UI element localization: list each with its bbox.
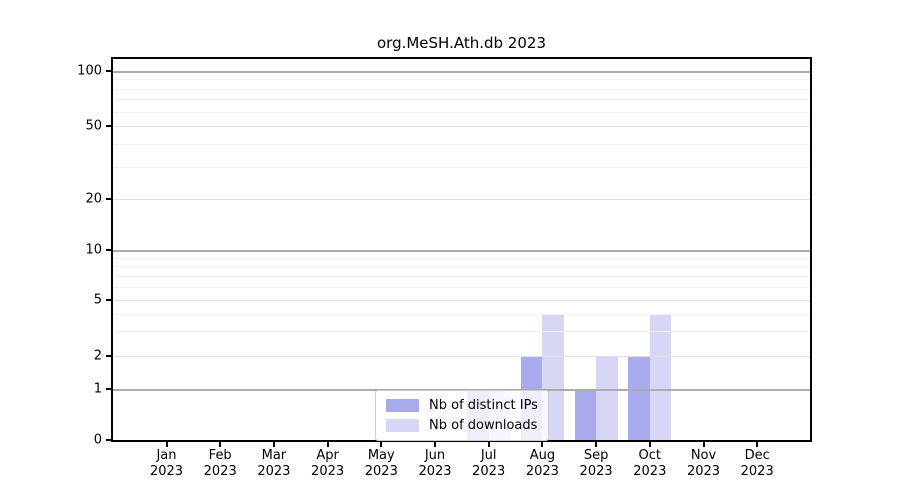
y-tick-0 bbox=[106, 439, 113, 441]
x-tick-oct bbox=[648, 440, 651, 447]
x-tick-label-dec: Dec 2023 bbox=[740, 448, 774, 479]
gridline-3 bbox=[113, 331, 810, 333]
gridline-50 bbox=[113, 126, 810, 128]
y-tick-label-2: 2 bbox=[93, 348, 102, 364]
x-tick-label-may: May 2023 bbox=[364, 448, 398, 479]
x-tick-dec bbox=[756, 440, 759, 447]
x-tick-label-aug: Aug 2023 bbox=[525, 448, 559, 479]
x-tick-jun bbox=[434, 440, 436, 447]
x-tick-jul bbox=[487, 440, 490, 447]
bar-downloads-oct bbox=[649, 313, 672, 440]
x-tick-sep bbox=[595, 440, 598, 447]
gridline-10 bbox=[113, 250, 810, 252]
legend-item-downloads: Nb of downloads bbox=[386, 418, 538, 433]
gridline-9 bbox=[113, 257, 810, 259]
y-tick-label-50: 50 bbox=[85, 118, 102, 134]
x-tick-may bbox=[380, 440, 383, 447]
y-tick-label-100: 100 bbox=[77, 63, 102, 79]
y-tick-2 bbox=[106, 355, 113, 357]
gridline-100 bbox=[113, 71, 810, 73]
y-tick-label-5: 5 bbox=[93, 292, 102, 308]
y-tick-label-0: 0 bbox=[93, 432, 102, 448]
x-tick-label-nov: Nov 2023 bbox=[686, 448, 721, 479]
legend-label-downloads: Nb of downloads bbox=[429, 418, 538, 433]
x-tick-nov bbox=[702, 440, 705, 447]
x-tick-aug bbox=[541, 440, 544, 447]
x-tick-apr bbox=[326, 440, 329, 447]
bars-layer bbox=[113, 59, 810, 440]
y-tick-10 bbox=[106, 249, 113, 251]
x-tick-jan bbox=[165, 440, 168, 447]
gridline-1 bbox=[113, 389, 810, 391]
plot-area: 0 1 2 5 10 20 50 100 Jan 2023 Feb 2023 Mar 2023 Apr 202… bbox=[77, 57, 812, 480]
gridline-6 bbox=[113, 286, 810, 288]
gridline-70 bbox=[113, 99, 810, 101]
legend-label-distinct-ips: Nb of distinct IPs bbox=[429, 398, 538, 413]
gridline-20 bbox=[113, 199, 810, 201]
x-tick-label-feb: Feb 2023 bbox=[203, 448, 237, 479]
gridline-5 bbox=[113, 300, 810, 302]
y-tick-label-1: 1 bbox=[93, 381, 102, 397]
x-tick-label-jan: Jan 2023 bbox=[149, 448, 184, 479]
bar-distinct-ips-sep bbox=[574, 389, 597, 440]
x-tick-label-mar: Mar 2023 bbox=[257, 448, 291, 479]
x-tick-label-sep: Sep 2023 bbox=[579, 448, 613, 479]
gridline-2 bbox=[113, 356, 810, 358]
y-tick-label-10: 10 bbox=[85, 242, 102, 258]
x-tick-mar bbox=[272, 440, 275, 447]
chart-title: org.MeSH.Ath.db 2023 bbox=[377, 34, 546, 52]
gridline-90 bbox=[113, 79, 810, 81]
x-tick-label-apr: Apr 2023 bbox=[311, 448, 345, 479]
gridline-8 bbox=[113, 266, 810, 268]
legend: Nb of distinct IPs Nb of downloads bbox=[375, 390, 549, 441]
gridline-30 bbox=[113, 166, 810, 168]
gridline-40 bbox=[113, 143, 810, 145]
y-tick-50 bbox=[106, 125, 113, 127]
y-tick-100 bbox=[106, 70, 113, 72]
x-tick-label-jul: Jul 2023 bbox=[472, 448, 506, 479]
legend-item-distinct-ips: Nb of distinct IPs bbox=[386, 398, 538, 413]
gridline-60 bbox=[113, 111, 810, 113]
gridline-4 bbox=[113, 313, 810, 315]
x-tick-feb bbox=[219, 440, 222, 447]
legend-swatch-distinct-ips bbox=[386, 399, 419, 412]
x-tick-label-jun: Jun 2023 bbox=[418, 448, 452, 479]
x-tick-label-oct: Oct 2023 bbox=[633, 448, 667, 479]
grid-layer bbox=[113, 59, 810, 440]
y-tick-label-20: 20 bbox=[85, 191, 102, 207]
gridline-80 bbox=[113, 88, 810, 90]
y-tick-1 bbox=[106, 388, 113, 390]
axis-layer: 0 1 2 5 10 20 50 100 Jan 2023 Feb 2023 Mar 2023 Apr 202… bbox=[77, 59, 810, 480]
bar-downloads-sep bbox=[596, 356, 618, 440]
y-tick-20 bbox=[106, 198, 113, 200]
bar-distinct-ips-oct bbox=[628, 356, 650, 440]
legend-swatch-downloads bbox=[386, 419, 419, 432]
y-tick-5 bbox=[106, 299, 113, 301]
gridline-7 bbox=[113, 275, 810, 277]
